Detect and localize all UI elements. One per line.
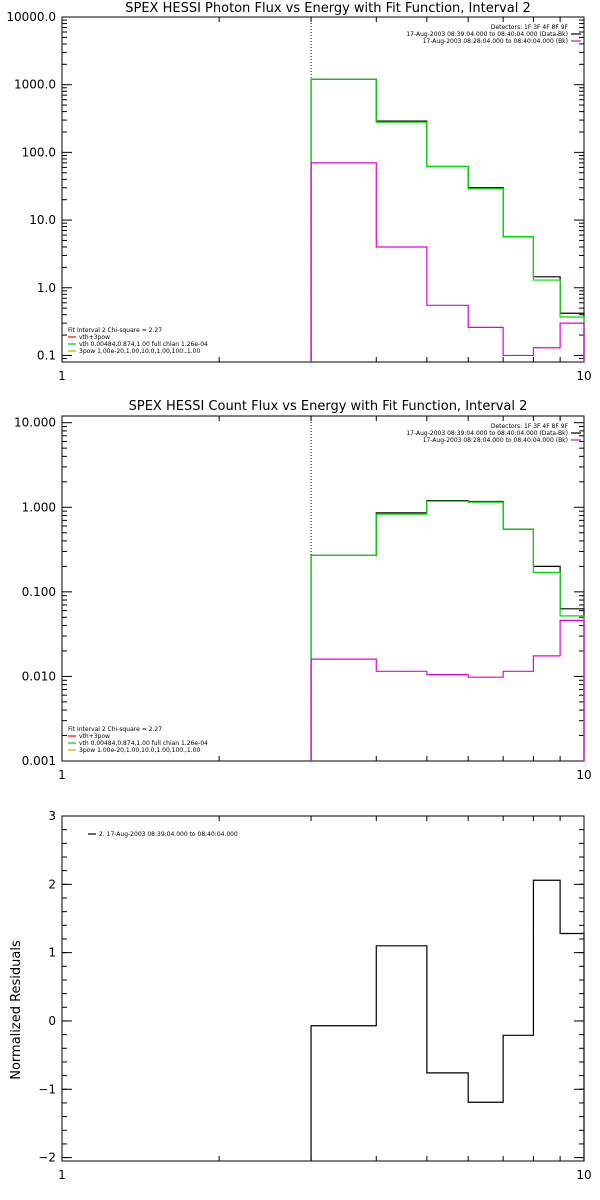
histogram-series-0: [310, 78, 585, 362]
photon-flux-panel: SPEX HESSI Photon Flux vs Energy with Fi…: [6, 1, 591, 383]
x-tick-label: 1: [58, 1168, 66, 1182]
count-flux-panel: SPEX HESSI Count Flux vs Energy with Fit…: [14, 399, 592, 782]
chart-title: SPEX HESSI Photon Flux vs Energy with Fi…: [125, 1, 531, 16]
y-tick-label: 10.0: [29, 213, 56, 227]
histogram-series-0: [310, 499, 585, 761]
y-tick-label: 0.010: [22, 669, 56, 683]
legend-entry: 3pow 1.00e-20,1.00,10.0,1.00,100.,1.00: [79, 348, 200, 355]
legend-entry: 2. 17-Aug-2003 08:39:04.000 to 08:40:04.…: [99, 831, 238, 838]
header-line: Detectors: 1F 3F 4F 8F 9F: [491, 423, 569, 430]
y-tick-label: 3: [48, 809, 56, 823]
y-tick-label: 1: [48, 946, 56, 960]
y-tick-label: −2: [38, 1151, 56, 1165]
y-tick-label: 1.000: [22, 500, 56, 514]
y-tick-label: 0.001: [22, 754, 56, 768]
residuals-panel: Normalized Residuals 1 10 −2 −1 0 1 2 3 2. 17-Au…: [9, 809, 592, 1182]
y-tick-label: 0.100: [22, 585, 56, 599]
y-tick-label: 0: [48, 1014, 56, 1028]
histogram-series-1: [310, 500, 585, 761]
header-line: 17-Aug-2003 08:39:04.000 to 08:40:04.000…: [406, 31, 568, 38]
plot-frame: [61, 815, 585, 1162]
y-tick-label: 10000.0: [6, 10, 56, 24]
y-tick-label: 2: [48, 877, 56, 891]
x-tick-label: 10: [576, 1168, 591, 1182]
x-tick-label: 1: [58, 369, 66, 383]
x-tick-label: 1: [58, 768, 66, 782]
legend-entry: vth 0.00484,0.874,1.00 full chian 1.26e-…: [79, 740, 208, 747]
y-tick-label: 10.000: [14, 416, 56, 430]
y-tick-label: 1000.0: [14, 78, 56, 92]
header-line: 17-Aug-2003 08:39:04.000 to 08:40:04.000…: [406, 430, 568, 437]
chart-title: SPEX HESSI Count Flux vs Energy with Fit…: [129, 399, 528, 414]
header-line: Detectors: 1F 3F 4F 8F 9F: [491, 24, 569, 31]
histogram-series-2: [310, 619, 585, 761]
x-tick-label: 10: [576, 369, 591, 383]
histogram-series-1: [310, 78, 585, 362]
plot-frame: [61, 415, 585, 762]
y-axis-label: Normalized Residuals: [9, 940, 24, 1080]
legend-entry: 3pow 1.00e-20,1.00,10.0,1.00,100.,1.00: [79, 747, 200, 754]
y-tick-label: 1.0: [37, 281, 56, 295]
y-tick-label: 100.0: [22, 145, 56, 159]
legend-entry: Fit Interval 2 Chi-square = 2.27: [68, 327, 162, 334]
header-line: 17-Aug-2003 08:28:04.000 to 08:40:04.000…: [423, 38, 568, 45]
legend-entry: vth+3pow: [79, 334, 110, 341]
y-tick-label: 0.1: [37, 348, 56, 362]
histogram-series-2: [310, 162, 585, 362]
legend-entry: Fit Interval 2 Chi-square = 2.27: [68, 726, 162, 733]
y-tick-label: −1: [38, 1082, 56, 1096]
legend-entry: vth 0.00484,0.874,1.00 full chian 1.26e-…: [79, 341, 208, 348]
x-tick-label: 10: [576, 768, 591, 782]
legend-entry: vth+3pow: [79, 733, 110, 740]
histogram-series-0: [310, 879, 585, 1161]
plot-frame: [61, 16, 585, 363]
header-line: 17-Aug-2003 08:28:04.000 to 08:40:04.000…: [423, 437, 568, 444]
